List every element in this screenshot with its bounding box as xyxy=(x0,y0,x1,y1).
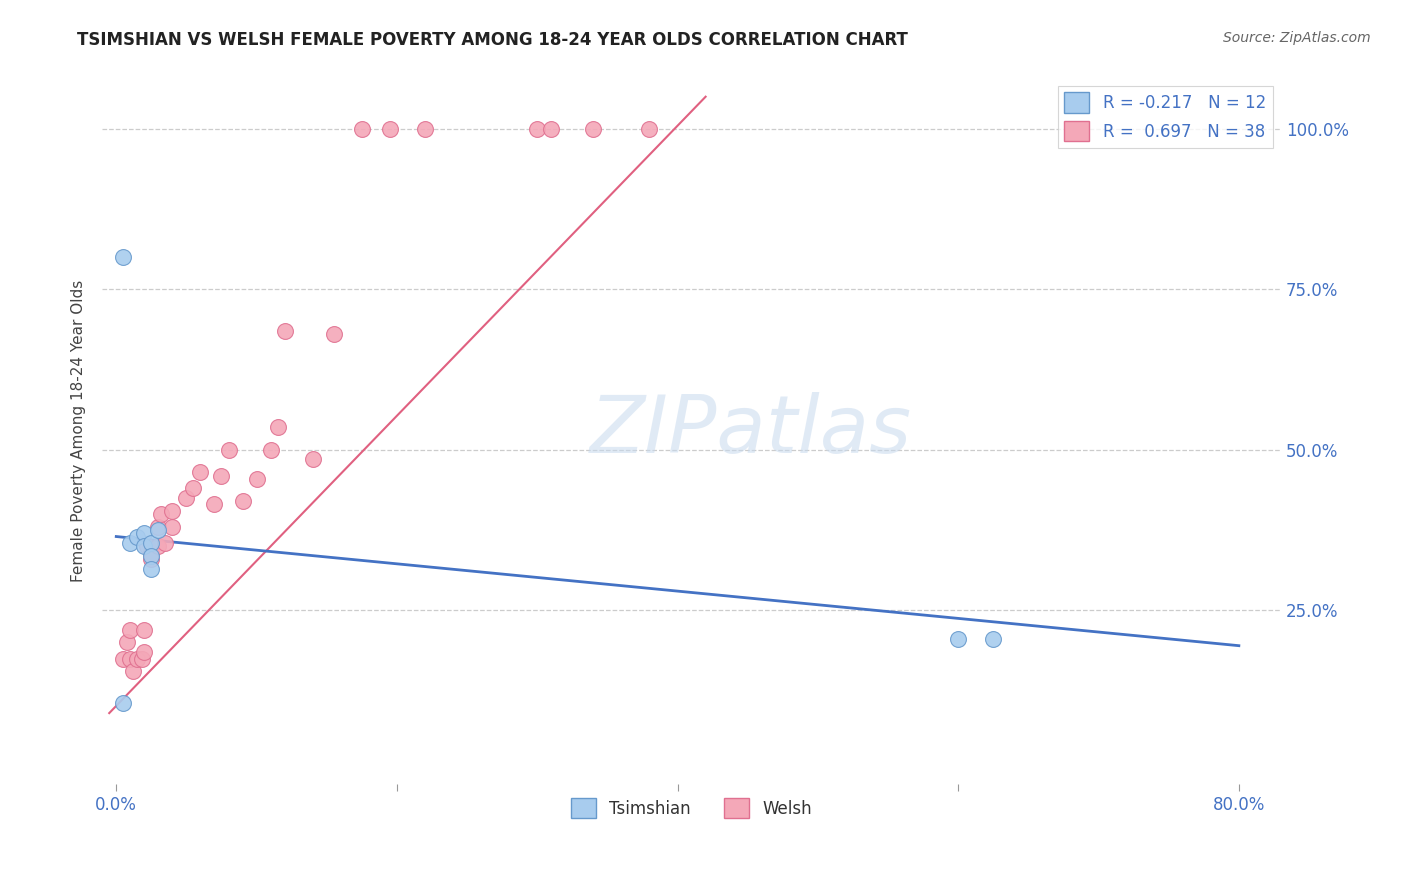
Point xyxy=(176,491,198,505)
Point xyxy=(112,250,135,264)
Point xyxy=(981,632,1004,647)
Point xyxy=(141,552,163,566)
Point xyxy=(301,452,323,467)
Point xyxy=(582,121,605,136)
Point xyxy=(134,526,156,541)
Point xyxy=(266,420,288,434)
Point xyxy=(413,121,436,136)
Legend: Tsimshian, Welsh: Tsimshian, Welsh xyxy=(564,791,818,825)
Point xyxy=(141,561,163,575)
Point xyxy=(150,507,173,521)
Point xyxy=(148,523,170,537)
Point xyxy=(162,520,184,534)
Point xyxy=(211,468,233,483)
Point xyxy=(136,539,159,553)
Point xyxy=(638,121,661,136)
Text: TSIMSHIAN VS WELSH FEMALE POVERTY AMONG 18-24 YEAR OLDS CORRELATION CHART: TSIMSHIAN VS WELSH FEMALE POVERTY AMONG … xyxy=(77,31,908,49)
Point xyxy=(273,324,295,338)
Point xyxy=(155,536,177,550)
Point xyxy=(204,498,226,512)
Point xyxy=(131,651,153,665)
Point xyxy=(127,529,149,543)
Text: Source: ZipAtlas.com: Source: ZipAtlas.com xyxy=(1223,31,1371,45)
Point xyxy=(378,121,401,136)
Point xyxy=(127,651,149,665)
Point xyxy=(322,327,344,342)
Point xyxy=(350,121,373,136)
Point xyxy=(190,466,212,480)
Point xyxy=(134,645,156,659)
Y-axis label: Female Poverty Among 18-24 Year Olds: Female Poverty Among 18-24 Year Olds xyxy=(72,279,86,582)
Point xyxy=(526,121,548,136)
Point xyxy=(141,549,163,563)
Point xyxy=(141,536,163,550)
Point xyxy=(148,539,170,553)
Point xyxy=(162,504,184,518)
Point xyxy=(112,697,135,711)
Text: ZIPatlas: ZIPatlas xyxy=(589,392,911,469)
Point xyxy=(112,651,135,665)
Point xyxy=(245,472,267,486)
Point xyxy=(122,665,145,679)
Point xyxy=(120,651,142,665)
Point xyxy=(232,494,254,508)
Point xyxy=(134,539,156,553)
Point xyxy=(141,545,163,559)
Point xyxy=(259,442,281,457)
Point xyxy=(948,632,970,647)
Point xyxy=(148,520,170,534)
Point xyxy=(134,623,156,637)
Point xyxy=(540,121,562,136)
Point xyxy=(218,442,240,457)
Point xyxy=(183,482,205,496)
Point xyxy=(120,623,142,637)
Point xyxy=(120,536,142,550)
Point xyxy=(117,635,139,649)
